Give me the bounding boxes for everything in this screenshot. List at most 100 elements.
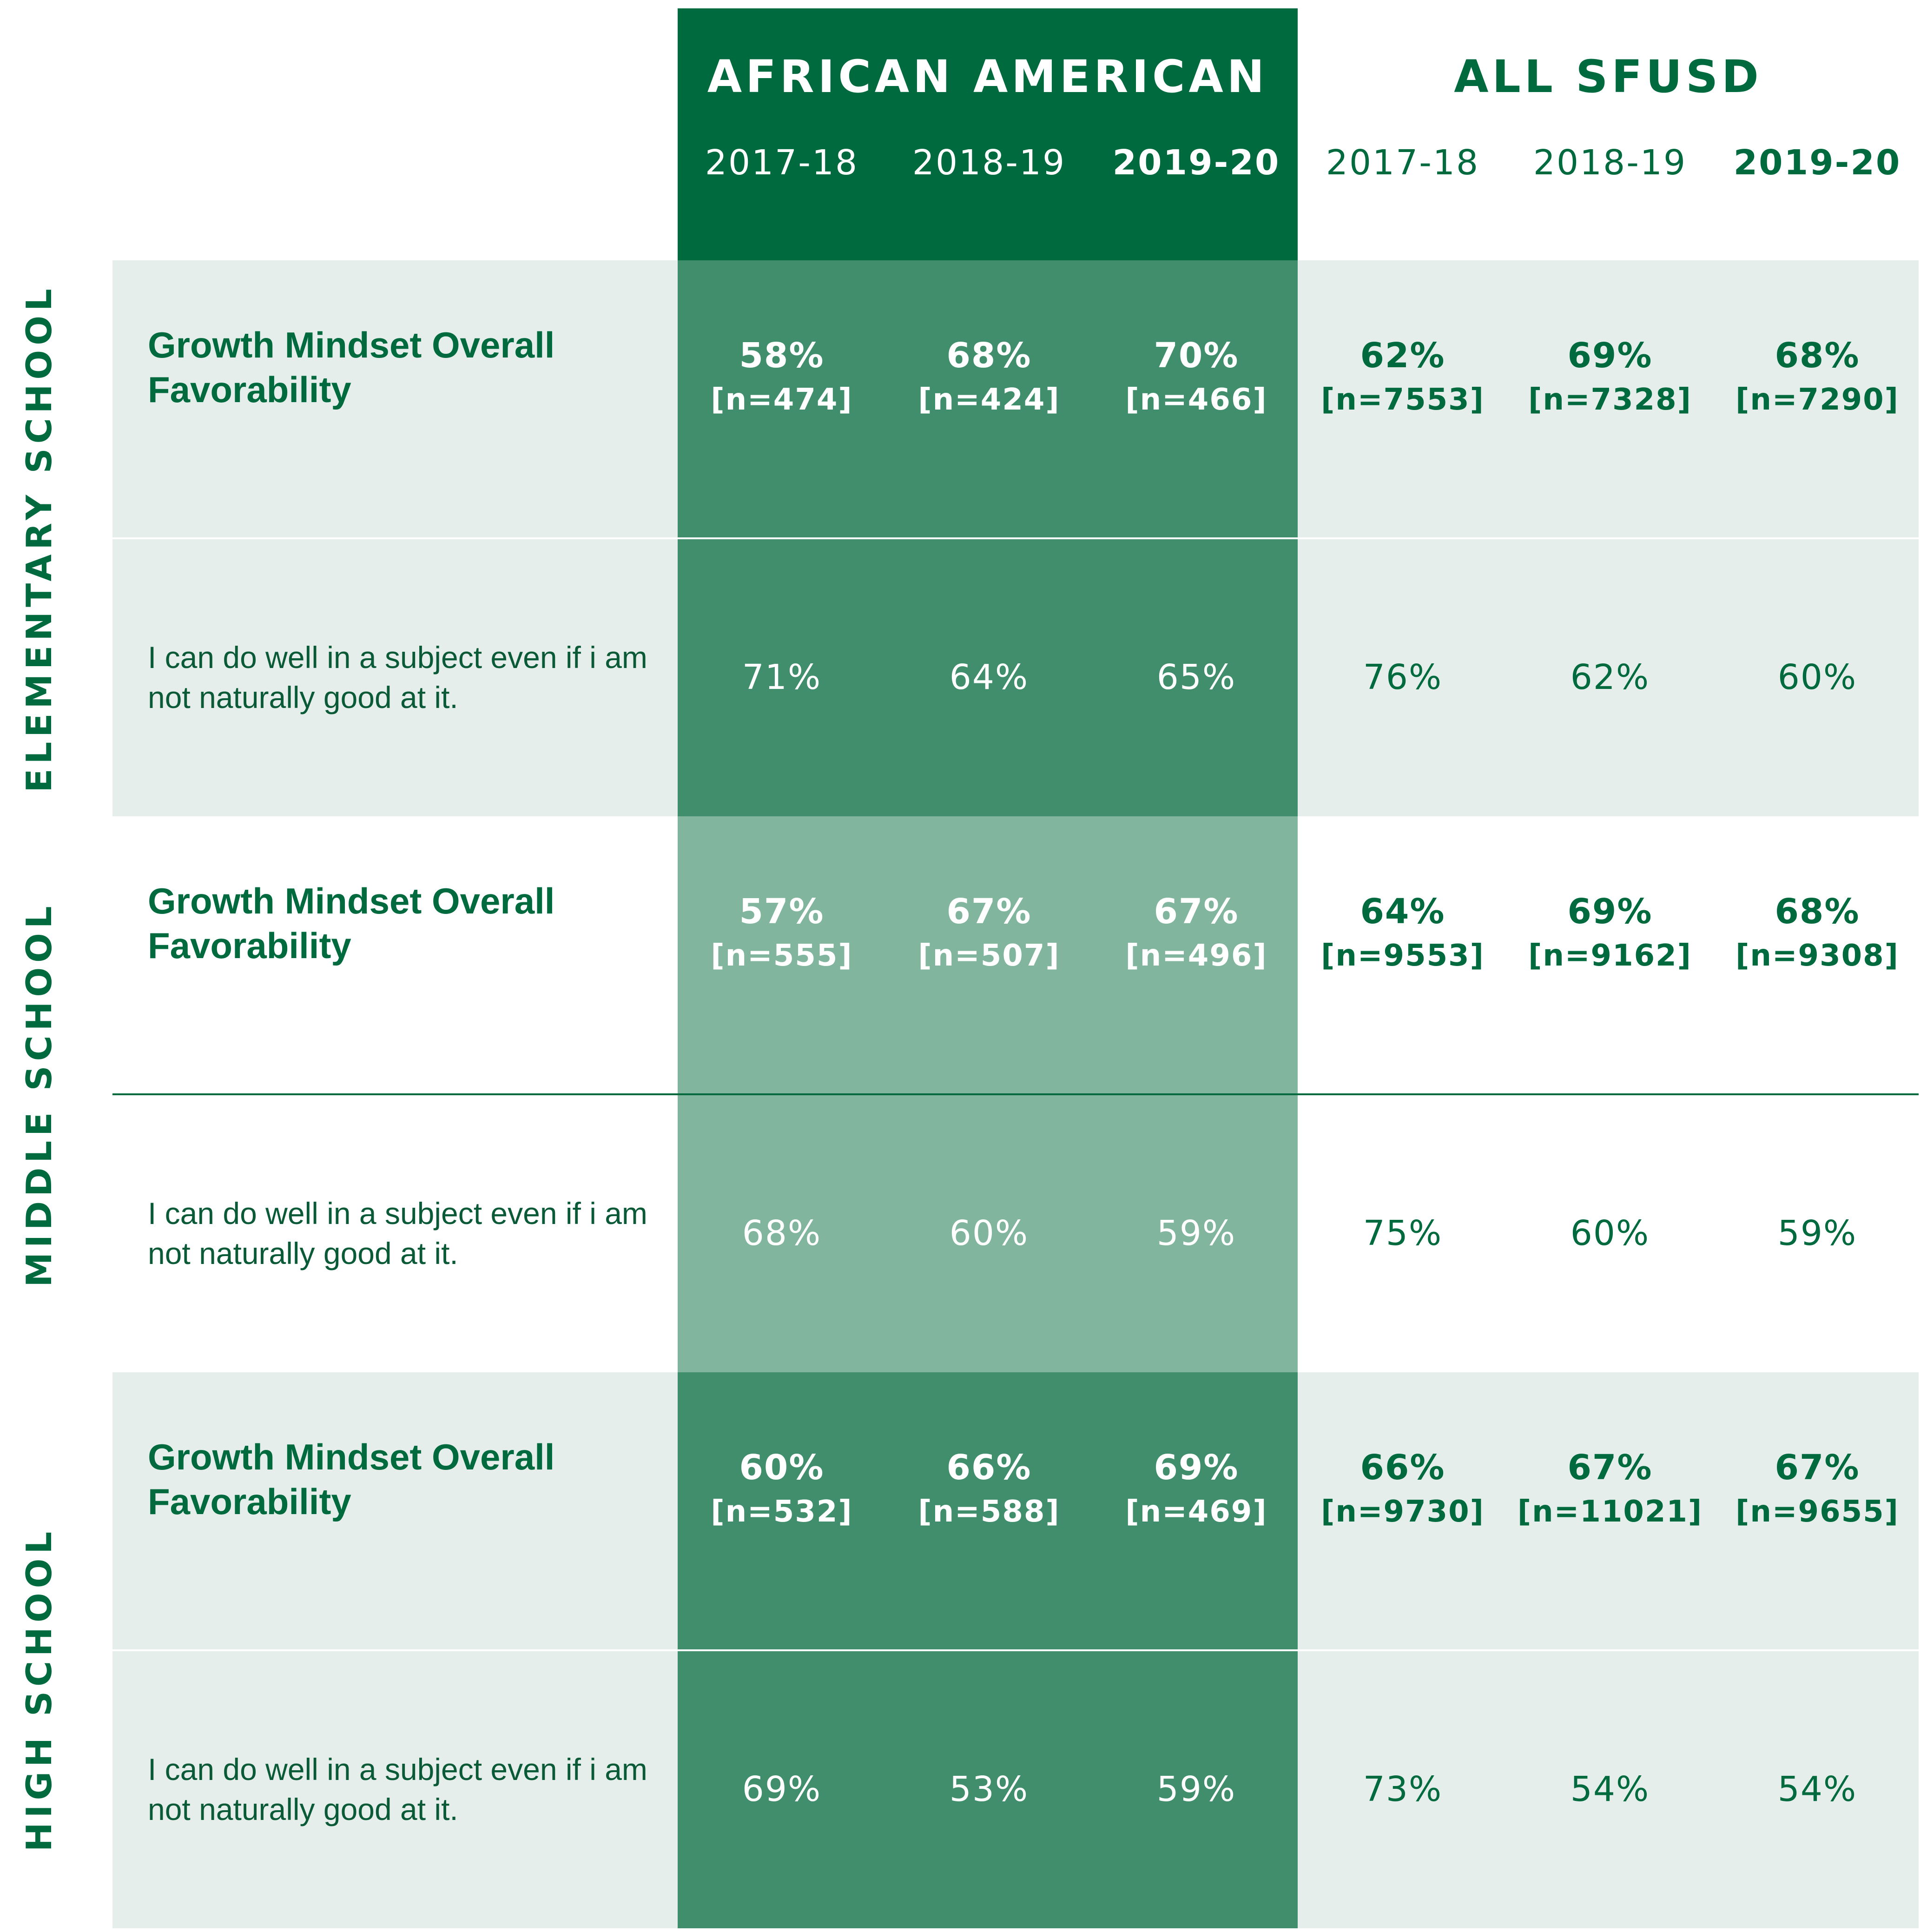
percent-value: 66% <box>1360 1448 1445 1488</box>
percent-value: 59% <box>1777 1213 1857 1253</box>
sample-size: [n=588] <box>918 1495 1060 1529</box>
sample-size: [n=7553] <box>1321 383 1485 417</box>
data-cell: 68% [n=424] <box>887 260 1091 493</box>
row-label-survey-item: I can do well in a subject even if i am … <box>148 640 647 715</box>
section-label: ELEMENTARY SCHOOL <box>19 284 59 793</box>
percent-value: 60% <box>739 1448 825 1488</box>
percent-value: 69% <box>742 1769 822 1809</box>
data-cell: 64% [n=9553] <box>1300 816 1505 1049</box>
year-header: 2017-18 <box>705 143 859 183</box>
data-cell: 66% [n=588] <box>887 1372 1091 1605</box>
sample-size: [n=7290] <box>1736 383 1899 417</box>
data-cell: 69% [n=9162] <box>1508 816 1712 1049</box>
data-cell: 76% <box>1300 557 1505 798</box>
data-cell: 70% [n=466] <box>1094 260 1299 493</box>
percent-value: 75% <box>1363 1213 1443 1253</box>
percent-value: 60% <box>949 1213 1029 1253</box>
sample-size: [n=7328] <box>1528 383 1692 417</box>
sample-size: [n=9162] <box>1528 939 1692 973</box>
percent-value: 69% <box>1154 1448 1239 1488</box>
percent-value: 69% <box>1567 892 1653 932</box>
percent-value: 68% <box>946 336 1032 376</box>
data-cell: 68% [n=7290] <box>1715 260 1920 493</box>
percent-value: 66% <box>946 1448 1032 1488</box>
year-header: 2018-19 <box>912 143 1066 183</box>
percent-value: 67% <box>1154 892 1239 932</box>
data-cell: 68% <box>680 1113 884 1354</box>
row-divider <box>112 537 1919 539</box>
percent-value: 59% <box>1156 1769 1236 1809</box>
data-cell: 53% <box>887 1669 1091 1910</box>
section-label: HIGH SCHOOL <box>19 1527 59 1852</box>
percent-value: 54% <box>1570 1769 1650 1809</box>
sample-size: [n=9308] <box>1736 939 1899 973</box>
sample-size: [n=469] <box>1125 1495 1267 1529</box>
percent-value: 53% <box>949 1769 1029 1809</box>
data-cell: 60% <box>1715 557 1920 798</box>
percent-value: 62% <box>1360 336 1445 376</box>
sample-size: [n=474] <box>711 383 853 417</box>
data-cell: 60% [n=532] <box>680 1372 884 1605</box>
percent-value: 76% <box>1363 657 1443 697</box>
row-label-survey-item: I can do well in a subject even if i am … <box>148 1752 647 1826</box>
group-header-all-sfusd: ALL SFUSD <box>1454 51 1762 103</box>
data-cell: 54% <box>1715 1669 1920 1910</box>
sample-size: [n=532] <box>711 1495 853 1529</box>
sample-size: [n=9553] <box>1321 939 1485 973</box>
data-cell: 66% [n=9730] <box>1300 1372 1505 1605</box>
data-cell: 75% <box>1300 1113 1505 1354</box>
percent-value: 70% <box>1154 336 1239 376</box>
percent-value: 67% <box>946 892 1032 932</box>
data-cell: 67% [n=507] <box>887 816 1091 1049</box>
data-cell: 62% <box>1508 557 1712 798</box>
year-header: 2019-20 <box>1112 143 1280 183</box>
percent-value: 71% <box>742 657 822 697</box>
year-header: 2019-20 <box>1733 143 1901 183</box>
percent-value: 54% <box>1777 1769 1857 1809</box>
row-divider <box>112 1093 1919 1095</box>
row-label-survey-item: I can do well in a subject even if i am … <box>148 1196 647 1270</box>
percent-value: 68% <box>742 1213 822 1253</box>
percent-value: 64% <box>949 657 1029 697</box>
row-divider <box>112 1649 1919 1651</box>
data-cell: 71% <box>680 557 884 798</box>
year-header: 2018-19 <box>1533 143 1687 183</box>
year-header: 2017-18 <box>1326 143 1480 183</box>
data-cell: 65% <box>1094 557 1299 798</box>
percent-value: 69% <box>1567 336 1653 376</box>
data-cell: 67% [n=9655] <box>1715 1372 1920 1605</box>
sample-size: [n=9655] <box>1736 1495 1899 1529</box>
data-cell: 69% <box>680 1669 884 1910</box>
data-cell: 64% <box>887 557 1091 798</box>
row-label-overall-favorability: Growth Mindset Overall Favorability <box>148 1436 555 1522</box>
section-label: MIDDLE SCHOOL <box>19 901 59 1287</box>
data-cell: 60% <box>887 1113 1091 1354</box>
percent-value: 60% <box>1777 657 1857 697</box>
sample-size: [n=424] <box>918 383 1060 417</box>
data-cell: 59% <box>1094 1669 1299 1910</box>
african-american-header-background <box>678 8 1298 260</box>
percent-value: 73% <box>1363 1769 1443 1809</box>
row-label-overall-favorability: Growth Mindset Overall Favorability <box>148 880 555 966</box>
data-cell: 60% <box>1508 1113 1712 1354</box>
data-cell: 62% [n=7553] <box>1300 260 1505 493</box>
percent-value: 57% <box>739 892 825 932</box>
percent-value: 67% <box>1775 1448 1860 1488</box>
percent-value: 58% <box>739 336 825 376</box>
sample-size: [n=11021] <box>1517 1495 1703 1529</box>
percent-value: 67% <box>1567 1448 1653 1488</box>
data-cell: 69% [n=7328] <box>1508 260 1712 493</box>
group-header-african-american: AFRICAN AMERICAN <box>707 51 1268 103</box>
percent-value: 64% <box>1360 892 1445 932</box>
percent-value: 68% <box>1775 892 1860 932</box>
data-cell: 68% [n=9308] <box>1715 816 1920 1049</box>
percent-value: 68% <box>1775 336 1860 376</box>
sample-size: [n=496] <box>1125 939 1267 973</box>
sample-size: [n=555] <box>711 939 853 973</box>
data-cell: 57% [n=555] <box>680 816 884 1049</box>
data-cell: 58% [n=474] <box>680 260 884 493</box>
data-cell: 67% [n=496] <box>1094 816 1299 1049</box>
sample-size: [n=466] <box>1125 383 1267 417</box>
data-cell: 67% [n=11021] <box>1508 1372 1712 1605</box>
sample-size: [n=507] <box>918 939 1060 973</box>
